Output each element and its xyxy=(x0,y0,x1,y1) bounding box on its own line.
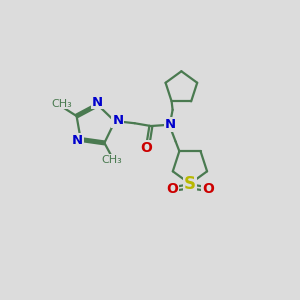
Text: O: O xyxy=(202,182,214,196)
Text: O: O xyxy=(140,141,152,155)
Text: N: N xyxy=(92,95,103,109)
Text: N: N xyxy=(112,114,123,128)
Text: CH₃: CH₃ xyxy=(102,154,122,164)
Text: O: O xyxy=(166,182,178,196)
Text: N: N xyxy=(72,134,83,147)
Text: N: N xyxy=(165,118,176,131)
Text: CH₃: CH₃ xyxy=(52,99,72,109)
Text: S: S xyxy=(184,175,196,193)
